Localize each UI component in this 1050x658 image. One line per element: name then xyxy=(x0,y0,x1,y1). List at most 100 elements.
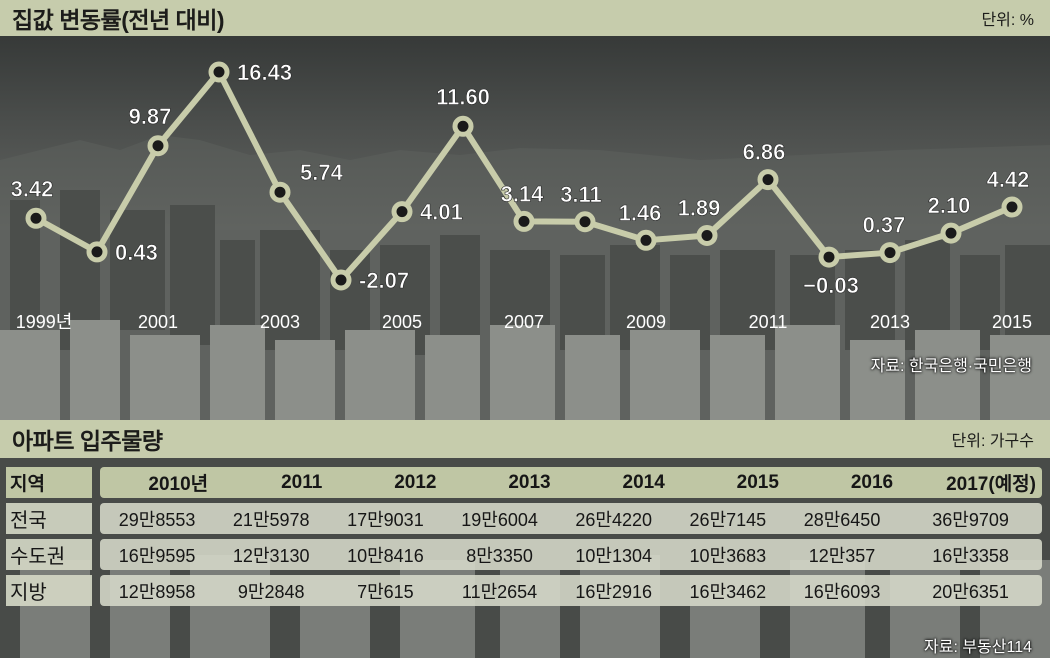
data-label: 5.74 xyxy=(300,160,344,185)
value-cell: 16만6093 xyxy=(784,575,900,606)
data-point xyxy=(574,211,596,233)
value-cell: 20만6351 xyxy=(899,575,1042,606)
value-cell: 2015 xyxy=(670,467,785,498)
value-cell: 11만2654 xyxy=(442,575,557,606)
region-cell: 지역 xyxy=(6,467,92,498)
data-point xyxy=(25,207,47,229)
cell-gap xyxy=(92,539,100,570)
data-label: 3.11 xyxy=(560,182,602,207)
cell-gap xyxy=(92,467,100,498)
cell-gap xyxy=(92,575,100,606)
supply-table: 지역 2010년 2011 2012 2013 2014 2015 2016 2017(예정) 전… xyxy=(6,462,1042,611)
value-cell: 17만9031 xyxy=(328,503,443,534)
supply-table-panel: 지역 2010년 2011 2012 2013 2014 2015 2016 2017(예정) 전… xyxy=(0,462,1050,632)
value-cell: 10만1304 xyxy=(556,539,671,570)
value-cell: 2014 xyxy=(556,467,671,498)
chart-unit: 단위: % xyxy=(981,12,1034,29)
chart-title: 집값 변동률(전년 대비) xyxy=(12,7,225,33)
value-cell: 8만3350 xyxy=(442,539,557,570)
x-tick-label: 2009 xyxy=(626,312,666,332)
value-cell: 26만4220 xyxy=(556,503,671,534)
x-tick-label: 2015 xyxy=(992,312,1032,332)
value-cell: 36만9709 xyxy=(899,503,1042,534)
value-cell: 2013 xyxy=(442,467,557,498)
table-row: 전국 29만8553 21만5978 17만9031 19만6004 26만4220 26만… xyxy=(6,503,1042,534)
value-cell: 10만3683 xyxy=(670,539,785,570)
data-label: -2.07 xyxy=(359,268,409,293)
data-point xyxy=(818,246,840,268)
data-label: 3.14 xyxy=(501,181,545,206)
table-unit: 단위: 가구수 xyxy=(951,433,1035,450)
value-cell: 16만3462 xyxy=(670,575,785,606)
data-point xyxy=(696,224,718,246)
value-cell: 26만7145 xyxy=(670,503,785,534)
value-cell: 2017(예정) xyxy=(899,467,1042,498)
data-point xyxy=(330,269,352,291)
data-point xyxy=(86,241,108,263)
value-cell: 2011 xyxy=(214,467,329,498)
value-cell: 29만8553 xyxy=(100,503,215,534)
table-source: 자료: 부동산114 xyxy=(924,639,1032,656)
data-label: 0.43 xyxy=(115,240,158,265)
table-row: 지방 12만8958 9만2848 7만615 11만2654 16만2916 16만346… xyxy=(6,575,1042,606)
x-tick-label: 1999년 xyxy=(16,312,73,332)
x-tick-label: 2001 xyxy=(138,312,178,332)
data-label: 11.60 xyxy=(436,84,490,109)
x-tick-label: 2011 xyxy=(749,312,788,332)
data-point xyxy=(879,242,901,264)
value-cell: 16만3358 xyxy=(899,539,1042,570)
data-label: 16.43 xyxy=(237,60,292,85)
value-cell: 9만2848 xyxy=(214,575,329,606)
value-cell: 2016 xyxy=(784,467,900,498)
data-label: 6.86 xyxy=(743,140,786,165)
value-cell: 12만3130 xyxy=(214,539,329,570)
value-cell: 2012 xyxy=(328,467,443,498)
value-cell: 2010년 xyxy=(100,467,215,498)
data-label: −0.03 xyxy=(803,273,859,298)
data-label: 3.42 xyxy=(11,176,54,201)
region-cell: 수도권 xyxy=(6,539,92,570)
data-label: 9.87 xyxy=(129,104,172,129)
data-point xyxy=(1001,196,1023,218)
region-cell: 지방 xyxy=(6,575,92,606)
data-points xyxy=(25,61,1023,291)
value-cell: 19만6004 xyxy=(442,503,557,534)
x-tick-label: 2013 xyxy=(870,312,910,332)
value-cell: 7만615 xyxy=(328,575,443,606)
chart-header: 집값 변동률(전년 대비) 단위: % xyxy=(0,0,1050,36)
table-row: 수도권 16만9595 12만3130 10만8416 8만3350 10만1304 10만… xyxy=(6,539,1042,570)
x-tick-label: 2005 xyxy=(382,312,422,332)
data-point xyxy=(757,169,779,191)
x-tick-label: 2003 xyxy=(260,312,300,332)
data-point xyxy=(452,115,474,137)
data-point xyxy=(208,61,230,83)
data-label: 2.10 xyxy=(928,193,971,218)
value-cell: 12만8958 xyxy=(100,575,215,606)
data-point xyxy=(269,181,291,203)
data-label: 4.42 xyxy=(987,167,1030,192)
data-label: 1.89 xyxy=(678,195,721,220)
series-line xyxy=(34,69,1014,283)
data-point xyxy=(513,210,535,232)
x-axis-ticks: 1999년 2001 2003 2005 2007 2009 2011 2013 2015 xyxy=(16,312,1032,332)
chart-source: 자료: 한국은행·국민은행 xyxy=(870,358,1032,375)
data-label: 4.01 xyxy=(420,200,463,225)
table-title: 아파트 입주물량 xyxy=(12,428,163,454)
table-header-row: 지역 2010년 2011 2012 2013 2014 2015 2016 2017(예정) xyxy=(6,467,1042,498)
value-cell: 21만5978 xyxy=(214,503,329,534)
region-cell: 전국 xyxy=(6,503,92,534)
value-cell: 16만9595 xyxy=(100,539,215,570)
data-point xyxy=(635,229,657,251)
data-point xyxy=(391,201,413,223)
data-point xyxy=(940,222,962,244)
cell-gap xyxy=(92,503,100,534)
data-label: 0.37 xyxy=(863,213,906,238)
value-cell: 12만357 xyxy=(784,539,900,570)
x-tick-label: 2007 xyxy=(504,312,544,332)
data-point xyxy=(147,135,169,157)
line-chart: 1999년 2001 2003 2005 2007 2009 2011 2013 2015 3.… xyxy=(10,60,1032,332)
data-labels: 3.42 0.43 9.87 16.43 5.74 -2.07 4.01 11.60 3.14 3… xyxy=(10,60,1030,299)
value-cell: 28만6450 xyxy=(784,503,900,534)
value-cell: 10만8416 xyxy=(328,539,443,570)
